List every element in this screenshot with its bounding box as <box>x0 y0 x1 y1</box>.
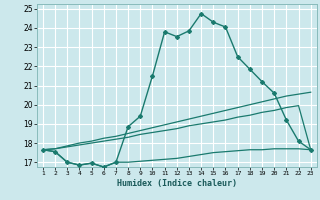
X-axis label: Humidex (Indice chaleur): Humidex (Indice chaleur) <box>117 179 237 188</box>
